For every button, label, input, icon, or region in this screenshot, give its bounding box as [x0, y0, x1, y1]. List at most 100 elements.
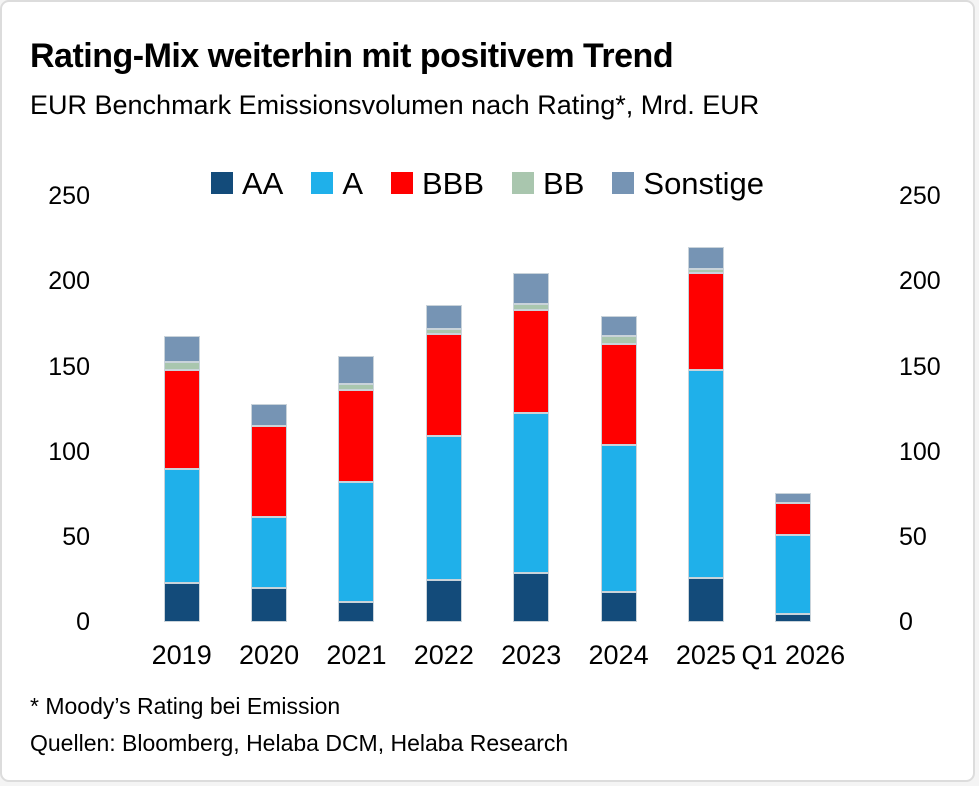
bar-segment-sonstige	[163, 335, 200, 362]
bar-group-q1-2026: Q1 2026	[742, 196, 845, 670]
chart-area: 0 50 100 150 200 250 2019 2020 2021 2022 2023 2024…	[30, 182, 945, 670]
y-axis-left: 0 50 100 150 200 250	[30, 182, 90, 636]
bar-group-2023: 2023	[488, 196, 575, 670]
x-axis-label: 2023	[501, 640, 562, 671]
sources-line: Quellen: Bloomberg, Helaba DCM, Helaba R…	[30, 730, 569, 757]
stacked-bar	[600, 315, 637, 623]
stacked-bar	[338, 356, 375, 623]
bar-group-2022: 2022	[400, 196, 487, 670]
plot-area: 2019 2020 2021 2022 2023 2024 2025 Q1 2026	[90, 196, 885, 670]
bar-segment-a	[775, 535, 812, 614]
bar-segment-aa	[251, 588, 288, 623]
y-tick-label: 200	[899, 267, 941, 296]
chart-subtitle: EUR Benchmark Emissionsvolumen nach Rati…	[30, 89, 760, 120]
bar-segment-a	[251, 516, 288, 589]
stacked-bar	[425, 305, 462, 623]
y-tick-label: 150	[48, 352, 90, 381]
legend-swatch-bb	[512, 172, 535, 195]
y-tick-label: 150	[899, 352, 941, 381]
x-axis-label: Q1 2026	[741, 640, 846, 671]
bar-segment-a	[425, 436, 462, 580]
bar-segment-sonstige	[425, 305, 462, 330]
bar-group-2021: 2021	[313, 196, 400, 670]
legend-item-a: A	[311, 168, 363, 199]
x-axis-label: 2021	[326, 640, 387, 671]
bar-segment-sonstige	[513, 272, 550, 304]
bar-segment-bbb	[600, 344, 637, 445]
legend-item-bbb: BBB	[391, 168, 484, 199]
bar-segment-bbb	[163, 370, 200, 469]
x-axis-label: 2022	[413, 640, 474, 671]
footnote: * Moody’s Rating bei Emission	[30, 693, 341, 720]
bar-segment-bbb	[775, 502, 812, 536]
bar-segment-aa	[163, 583, 200, 623]
legend-label: BBB	[422, 165, 485, 201]
bar-segment-sonstige	[338, 356, 375, 384]
bar-segment-sonstige	[687, 247, 724, 270]
y-tick-label: 250	[48, 182, 90, 211]
chart-title: Rating-Mix weiterhin mit positivem Trend	[30, 37, 674, 75]
y-tick-label: 0	[899, 608, 913, 637]
bar-segment-bb	[687, 269, 724, 273]
legend-swatch-sonstige	[612, 172, 635, 195]
y-tick-label: 50	[899, 523, 927, 551]
bar-group-2025: 2025	[662, 196, 749, 670]
legend-swatch-a	[311, 172, 334, 195]
legend-label: AA	[241, 165, 284, 201]
bar-segment-a	[338, 482, 375, 602]
legend-item-sonstige: Sonstige	[612, 168, 764, 199]
bar-segment-sonstige	[251, 404, 288, 427]
bar-segment-bbb	[513, 310, 550, 413]
bar-group-2024: 2024	[575, 196, 662, 670]
legend-item-bb: BB	[512, 168, 584, 199]
stacked-bar	[513, 272, 550, 623]
y-axis-right: 0 50 100 150 200 250	[885, 182, 945, 636]
y-tick-label: 100	[899, 437, 941, 466]
legend-label: BB	[543, 165, 585, 201]
bar-segment-sonstige	[775, 492, 812, 503]
bar-segment-bb	[338, 383, 375, 391]
y-tick-label: 100	[48, 437, 90, 466]
bar-group-2019: 2019	[138, 196, 225, 670]
bar-segment-bb	[513, 303, 550, 311]
bar-segment-aa	[600, 591, 637, 623]
bar-segment-a	[687, 370, 724, 578]
bar-segment-a	[163, 468, 200, 583]
bar-segment-bbb	[251, 426, 288, 517]
bar-segment-bb	[425, 329, 462, 335]
bar-segment-aa	[425, 579, 462, 623]
bar-segment-sonstige	[600, 315, 637, 336]
bar-group-2020: 2020	[225, 196, 312, 670]
legend-label: A	[342, 165, 363, 201]
legend-swatch-aa	[210, 172, 233, 195]
y-tick-label: 50	[62, 523, 90, 551]
bar-segment-bbb	[338, 390, 375, 483]
bar-segment-aa	[775, 613, 812, 623]
bar-segment-bbb	[687, 272, 724, 371]
stacked-bar	[775, 492, 812, 623]
bar-segment-aa	[513, 572, 550, 623]
y-tick-label: 0	[76, 608, 90, 637]
x-axis-label: 2024	[588, 640, 649, 671]
bar-segment-bb	[600, 335, 637, 345]
y-tick-label: 250	[899, 182, 941, 211]
legend-label: Sonstige	[643, 165, 765, 201]
x-axis-label: 2020	[239, 640, 300, 671]
stacked-bar	[251, 404, 288, 623]
bar-segment-bb	[163, 361, 200, 371]
bar-segment-bbb	[425, 334, 462, 437]
stacked-bar	[163, 335, 200, 623]
x-axis-label: 2025	[675, 640, 736, 671]
bar-segment-aa	[687, 577, 724, 623]
legend: AA A BBB BB Sonstige	[30, 163, 945, 203]
stacked-bar	[687, 247, 724, 623]
legend-item-aa: AA	[210, 165, 284, 201]
legend-swatch-bbb	[391, 172, 413, 195]
bar-segment-aa	[338, 601, 375, 623]
y-tick-label: 200	[48, 267, 90, 296]
chart-footer: * Moody’s Rating bei Emission Quellen: B…	[30, 692, 945, 759]
bar-segment-a	[600, 444, 637, 592]
x-axis-label: 2019	[151, 640, 212, 671]
bar-segment-a	[513, 412, 550, 573]
